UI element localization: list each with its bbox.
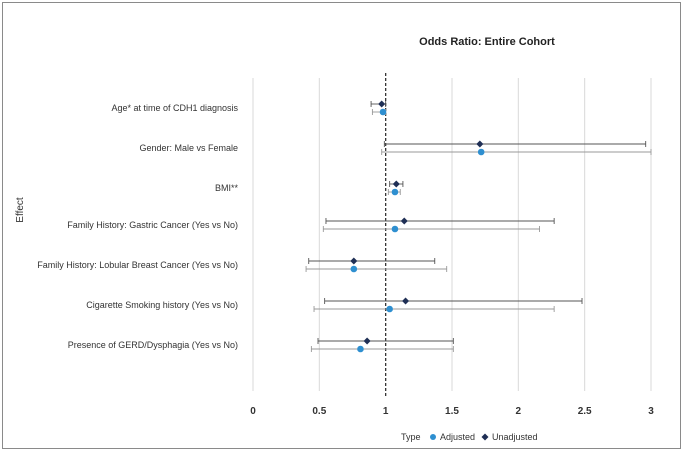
x-axis-ticks: 0 0.5 1 1.5 2 2.5 3 (250, 406, 654, 417)
effect-row: Cigarette Smoking history (Yes vs No) (86, 297, 583, 313)
unadjusted-point (392, 180, 400, 188)
effect-label: Cigarette Smoking history (Yes vs No) (86, 300, 238, 310)
unadjusted-point (378, 100, 386, 108)
unadjusted-point (402, 297, 410, 305)
forest-plot: Odds Ratio: Entire Cohort Effect 0 0.5 1 1.… (15, 36, 654, 442)
unadjusted-point (476, 140, 484, 148)
adjusted-point (477, 148, 485, 156)
effect-row: Family History: Gastric Cancer (Yes vs N… (67, 217, 555, 233)
adjusted-point (391, 188, 399, 196)
adjusted-point (350, 265, 358, 273)
adjusted-point (379, 108, 387, 116)
adjusted-point (391, 225, 399, 233)
chart-frame: Odds Ratio: Entire Cohort Effect 0 0.5 1 1.… (2, 2, 681, 449)
effect-row: Age* at time of CDH1 diagnosis (111, 100, 387, 116)
x-tick-label: 3 (648, 406, 654, 417)
chart-title: Odds Ratio: Entire Cohort (419, 36, 555, 48)
grid-lines (252, 73, 652, 398)
x-tick-label: 1 (383, 406, 389, 417)
x-tick-label: 0 (250, 406, 256, 417)
x-tick-label: 0.5 (312, 406, 326, 417)
legend: Type Adjusted Unadjusted (401, 432, 538, 442)
unadjusted-point (363, 337, 371, 345)
effect-row: Presence of GERD/Dysphagia (Yes vs No) (68, 337, 454, 353)
legend-unadjusted-label: Unadjusted (492, 432, 538, 442)
x-tick-label: 1.5 (445, 406, 459, 417)
y-axis-label: Effect (15, 197, 26, 223)
effect-row: Family History: Lobular Breast Cancer (Y… (37, 257, 448, 273)
effect-rows: Age* at time of CDH1 diagnosis Gender: Ma… (37, 100, 652, 353)
unadjusted-point (400, 217, 408, 225)
legend-unadjusted-marker (481, 433, 489, 441)
effect-label: Presence of GERD/Dysphagia (Yes vs No) (68, 340, 238, 350)
effect-label: Age* at time of CDH1 diagnosis (111, 103, 238, 113)
x-tick-label: 2 (516, 406, 522, 417)
effect-row: Gender: Male vs Female (139, 140, 652, 156)
legend-title: Type (401, 432, 421, 442)
effect-label: Family History: Gastric Cancer (Yes vs N… (67, 220, 238, 230)
legend-adjusted-marker (430, 434, 436, 440)
effect-label: BMI** (215, 183, 239, 193)
unadjusted-point (350, 257, 358, 265)
effect-label: Family History: Lobular Breast Cancer (Y… (37, 260, 238, 270)
adjusted-point (357, 345, 364, 353)
adjusted-point (386, 305, 393, 313)
effect-label: Gender: Male vs Female (139, 143, 238, 153)
effect-row: BMI** (215, 180, 404, 196)
legend-adjusted-label: Adjusted (440, 432, 475, 442)
x-tick-label: 2.5 (578, 406, 592, 417)
